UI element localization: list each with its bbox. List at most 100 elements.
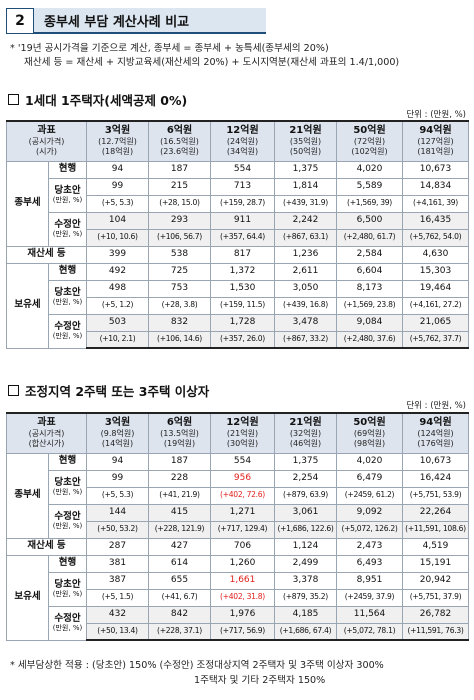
boyu-party-delta-cell: (+5, 1.5) [86,588,149,607]
row-label-current: 현행 [48,554,87,573]
corner-header: 과표 (공시가격) (시가) [6,120,87,162]
group-jaesan: 재산세 등 [6,537,87,556]
jongbu-revised-delta-cell: (+867, 63.1) [274,228,337,247]
jongbu-revised-delta-cell: (+50, 53.2) [86,520,149,539]
footer-notes: * 세부담상한 적용 : (당초안) 150% (수정안) 조정대상지역 2주택… [10,658,470,688]
column-header: 21억원 (35억원) (50억원) [274,120,337,162]
boyu-current-cell: 15,303 [402,262,469,281]
boyu-party-cell: 3,050 [274,279,337,298]
jongbu-revised-delta-cell: (+357, 64.4) [210,228,275,247]
boyu-party-cell: 498 [86,279,149,298]
section-number: 2 [6,8,34,34]
jongbu-revised-cell: 911 [210,211,275,230]
boyu-party-cell: 19,464 [402,279,469,298]
row-label-current: 현행 [48,160,87,179]
boyu-party-cell: 1,661 [210,571,275,590]
column-header: 94억원 (124억원) (176억원) [402,412,469,454]
jongbu-revised-delta-cell: (+106, 56.7) [148,228,211,247]
jongbu-current-cell: 554 [210,160,275,179]
jongbu-revised-cell: 104 [86,211,149,230]
jaesan-cell: 287 [86,537,149,556]
column-header: 6억원 (16.5억원) (23.6억원) [148,120,211,162]
jongbu-current-cell: 1,375 [274,160,337,179]
jongbu-party-cell: 6,479 [336,469,403,488]
row-label-revised: 수정안 (만원, %) [48,605,87,641]
note-line-1: * '19년 공시가격을 기준으로 계산, 종부세 = 종부세 + 농특세(종부… [10,43,329,54]
boyu-party-cell: 387 [86,571,149,590]
jongbu-revised-cell: 1,271 [210,503,275,522]
boyu-revised-cell: 503 [86,313,149,332]
jongbu-revised-cell: 3,061 [274,503,337,522]
boyu-party-delta-cell: (+402, 31.8) [210,588,275,607]
boyu-current-cell: 6,604 [336,262,403,281]
boyu-party-delta-cell: (+159, 11.5) [210,296,275,315]
jongbu-party-cell: 956 [210,469,275,488]
boyu-party-cell: 8,173 [336,279,403,298]
column-header: 3억원 (9.8억원) (14억원) [86,412,149,454]
boyu-party-cell: 655 [148,571,211,590]
jongbu-current-cell: 10,673 [402,160,469,179]
jongbu-revised-cell: 9,092 [336,503,403,522]
jaesan-cell: 2,473 [336,537,403,556]
jongbu-revised-delta-cell: (+2,480, 61.7) [336,228,403,247]
column-header: 94억원 (127억원) (181억원) [402,120,469,162]
boyu-party-cell: 3,378 [274,571,337,590]
boyu-revised-delta-cell: (+717, 56.9) [210,622,275,641]
boyu-revised-cell: 4,185 [274,605,337,624]
jongbu-party-cell: 2,254 [274,469,337,488]
jongbu-revised-delta-cell: (+717, 129.4) [210,520,275,539]
boyu-revised-cell: 832 [148,313,211,332]
boyu-party-delta-cell: (+5,751, 37.9) [402,588,469,607]
jongbu-party-cell: 99 [86,177,149,196]
column-header: 3억원 (12.7억원) (18억원) [86,120,149,162]
jongbu-revised-delta-cell: (+1,686, 122.6) [274,520,337,539]
boyu-revised-cell: 21,065 [402,313,469,332]
table1-single-home: 과표 (공시가격) (시가) 3억원 (12.7억원) (18억원) 6억원 (16.5억원)… [6,120,469,349]
note-line-2: 재산세 등 = 재산세 + 지방교육세(재산세의 20%) + 도시지역분(재산… [24,57,400,68]
column-header: 21억원 (32억원) (46억원) [274,412,337,454]
boyu-revised-cell: 26,782 [402,605,469,624]
jaesan-cell: 4,630 [402,245,469,264]
jongbu-revised-cell: 293 [148,211,211,230]
jongbu-revised-delta-cell: (+5,072, 126.2) [336,520,403,539]
table2-unit: 단위 : (만원, %) [406,401,466,411]
jaesan-cell: 1,236 [274,245,337,264]
group-boyu: 보유세 [6,554,49,641]
jongbu-party-cell: 228 [148,469,211,488]
jongbu-party-cell: 14,834 [402,177,469,196]
jongbu-party-delta-cell: (+439, 31.9) [274,194,337,213]
boyu-current-cell: 15,191 [402,554,469,573]
boyu-revised-delta-cell: (+5,762, 37.7) [402,330,469,349]
boyu-party-delta-cell: (+1,569, 23.8) [336,296,403,315]
boyu-current-cell: 2,499 [274,554,337,573]
jongbu-current-cell: 187 [148,452,211,471]
corner-header: 과표 (공시가격) (합산시가) [6,412,87,454]
row-label-revised: 수정안 (만원, %) [48,503,87,539]
jongbu-party-delta-cell: (+5,751, 53.9) [402,486,469,505]
boyu-party-delta-cell: (+439, 16.8) [274,296,337,315]
jongbu-revised-cell: 6,500 [336,211,403,230]
jongbu-current-cell: 94 [86,160,149,179]
jaesan-cell: 399 [86,245,149,264]
jongbu-revised-cell: 2,242 [274,211,337,230]
jongbu-party-delta-cell: (+159, 28.7) [210,194,275,213]
section-header: 2 종부세 부담 계산사례 비교 [6,8,266,34]
boyu-revised-delta-cell: (+10, 2.1) [86,330,149,349]
jongbu-current-cell: 4,020 [336,452,403,471]
column-header: 6억원 (13.5억원) (19억원) [148,412,211,454]
group-boyu: 보유세 [6,262,49,349]
boyu-current-cell: 614 [148,554,211,573]
boyu-current-cell: 6,493 [336,554,403,573]
jaesan-cell: 2,584 [336,245,403,264]
checkbox-square-icon [8,385,19,396]
table2-title: 조정지역 2주택 또는 3주택 이상자 [8,381,209,400]
boyu-party-cell: 1,530 [210,279,275,298]
jaesan-cell: 427 [148,537,211,556]
group-jongbu: 종부세 [6,452,49,539]
boyu-revised-delta-cell: (+50, 13.4) [86,622,149,641]
row-label-party: 당초안 (만원, %) [48,279,87,315]
jongbu-party-delta-cell: (+2459, 61.2) [336,486,403,505]
row-label-current: 현행 [48,452,87,471]
jongbu-party-cell: 16,424 [402,469,469,488]
jongbu-current-cell: 94 [86,452,149,471]
